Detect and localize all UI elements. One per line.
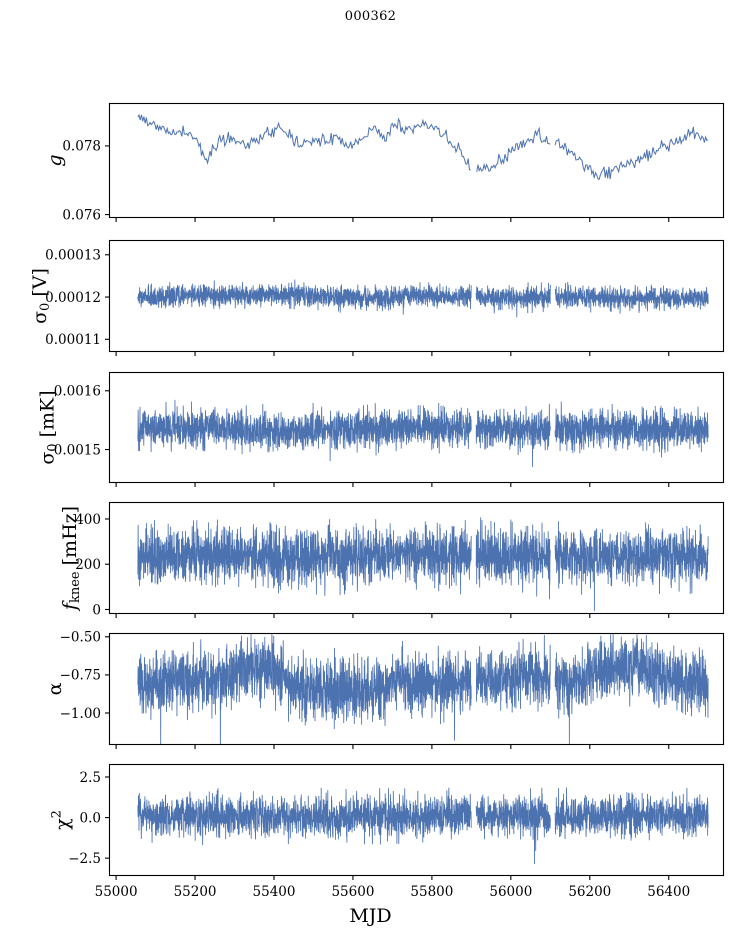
svg-text:χ2: χ2 [49,810,74,830]
x-axis-ticklabels: 55000 55200 55400 55600 55800 56000 56200 56400 [95,884,691,900]
y-axis-label-chi2: χ2 [49,810,74,830]
axis-frame-alpha [108,632,725,746]
y-ticklabel-sigma0_volt: 0.00012 [45,290,101,306]
x-ticklabel: 55800 [410,884,453,900]
data-trace-fknee [137,517,709,612]
panel-sigma0_volt: 0.00011 0.00012 0.00013 σ0 [V] [29,239,725,356]
y-ticklabel-sigma0_mk: 0.0015 [54,442,101,458]
y-ticklabel-gain: 0.076 [62,207,101,223]
svg-text:σ0 [V]: σ0 [V] [29,268,53,324]
series-sigma0_volt [137,279,709,318]
figure-title: 000362 [344,9,397,24]
axis-frame-sigma0_volt [108,239,725,353]
y-ticklabel-alpha: −0.50 [60,630,101,646]
y-axis-label-sigma0_volt: σ0 [V] [29,268,53,324]
x-ticklabel: 56200 [568,884,611,900]
data-trace-sigma0_volt [137,279,709,318]
panel-background-gain [109,103,724,218]
y-ticklabel-chi2: 2.5 [80,770,101,786]
y-axis-label-sigma0_mk: σ0 [mK] [37,390,61,464]
y-ticklabel-chi2: −2.5 [68,851,101,867]
series-gain [137,113,709,181]
y-ticklabel-alpha: −1.00 [60,706,101,722]
y-ticklabel-fknee: 400 [75,512,101,528]
axis-frame-chi2 [108,763,725,877]
axis-frame-fknee [108,501,725,615]
data-trace-chi2 [137,787,709,864]
y-ticklabel-alpha: −0.75 [60,668,101,684]
y-ticklabel-sigma0_volt: 0.00013 [45,248,101,264]
panel-alpha: −1.00 −0.75 −0.50 α [44,630,725,749]
data-trace-gain [137,113,709,181]
y-axis-label-gain: g [44,154,66,166]
y-ticklabel-chi2: 0.0 [80,810,101,826]
y-ticklabel-sigma0_mk: 0.0016 [54,384,101,400]
x-ticklabel: 56400 [647,884,690,900]
x-ticklabel: 56000 [489,884,532,900]
svg-text:g: g [44,154,66,166]
svg-text:σ0 [mK]: σ0 [mK] [37,390,61,464]
series-sigma0_mk [137,399,709,468]
series-chi2 [137,787,709,864]
svg-text:α: α [44,682,66,695]
y-ticklabel-sigma0_volt: 0.00011 [45,332,101,348]
x-axis-label: MJD [349,905,392,927]
axis-frame-sigma0_mk [108,371,725,484]
data-trace-alpha [137,633,709,745]
series-fknee [137,517,709,612]
y-ticklabel-fknee: 200 [75,557,101,573]
svg-text:fknee [mHz]: fknee [mHz] [59,506,83,612]
x-ticklabel: 55400 [253,884,296,900]
series-alpha [137,633,709,745]
x-ticklabel: 55600 [331,884,374,900]
x-ticklabel: 55200 [174,884,217,900]
y-axis-label-fknee: fknee [mHz] [59,506,83,612]
y-axis-label-alpha: α [44,682,66,695]
x-ticklabel: 55000 [95,884,138,900]
axis-frame-gain [108,102,725,219]
y-ticklabel-gain: 0.078 [62,139,101,155]
y-ticklabel-fknee: 0 [92,602,101,618]
data-trace-sigma0_mk [137,399,709,468]
panel-chi2: −2.5 0.0 2.5 χ2 [49,763,725,880]
